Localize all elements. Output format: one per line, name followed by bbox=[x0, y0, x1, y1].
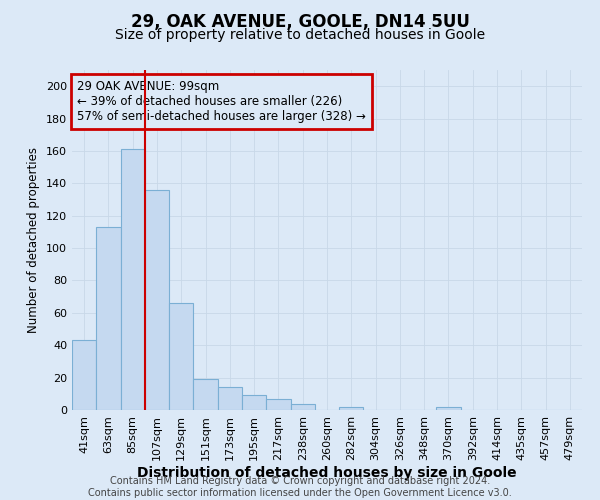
Bar bbox=[242, 396, 266, 410]
Bar bbox=[121, 150, 145, 410]
Text: Contains HM Land Registry data © Crown copyright and database right 2024.
Contai: Contains HM Land Registry data © Crown c… bbox=[88, 476, 512, 498]
Bar bbox=[436, 407, 461, 410]
X-axis label: Distribution of detached houses by size in Goole: Distribution of detached houses by size … bbox=[137, 466, 517, 479]
Text: 29 OAK AVENUE: 99sqm
← 39% of detached houses are smaller (226)
57% of semi-deta: 29 OAK AVENUE: 99sqm ← 39% of detached h… bbox=[77, 80, 366, 123]
Bar bbox=[290, 404, 315, 410]
Y-axis label: Number of detached properties: Number of detached properties bbox=[28, 147, 40, 333]
Bar bbox=[266, 398, 290, 410]
Bar bbox=[96, 227, 121, 410]
Bar bbox=[72, 340, 96, 410]
Text: 29, OAK AVENUE, GOOLE, DN14 5UU: 29, OAK AVENUE, GOOLE, DN14 5UU bbox=[131, 12, 469, 30]
Bar bbox=[218, 388, 242, 410]
Bar bbox=[193, 379, 218, 410]
Bar bbox=[145, 190, 169, 410]
Bar bbox=[169, 303, 193, 410]
Text: Size of property relative to detached houses in Goole: Size of property relative to detached ho… bbox=[115, 28, 485, 42]
Bar bbox=[339, 407, 364, 410]
